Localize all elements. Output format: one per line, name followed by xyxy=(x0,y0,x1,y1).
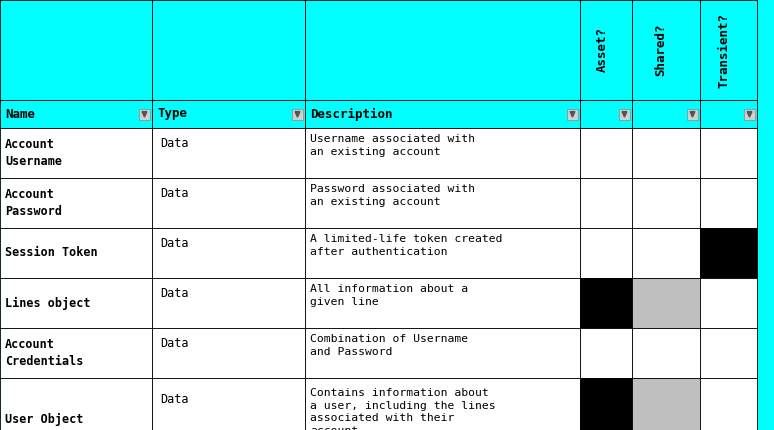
Bar xyxy=(305,178,580,228)
Bar xyxy=(152,228,305,278)
Text: Data: Data xyxy=(160,337,189,350)
Bar xyxy=(305,228,580,278)
Bar xyxy=(0,100,152,128)
Bar xyxy=(700,128,757,178)
Text: Name: Name xyxy=(5,108,35,120)
Bar xyxy=(700,228,757,278)
Text: Password associated with
an existing account: Password associated with an existing acc… xyxy=(310,184,475,207)
Bar xyxy=(0,178,152,228)
Text: Username associated with
an existing account: Username associated with an existing acc… xyxy=(310,134,475,157)
Bar xyxy=(152,278,305,328)
Bar xyxy=(632,0,700,100)
Polygon shape xyxy=(690,111,695,117)
Bar xyxy=(700,100,757,128)
Bar xyxy=(152,178,305,228)
Text: Data: Data xyxy=(160,187,189,200)
Bar xyxy=(152,128,305,178)
Text: Account
Credentials: Account Credentials xyxy=(5,338,84,368)
Text: Transient?: Transient? xyxy=(717,12,731,87)
Bar xyxy=(567,108,578,120)
Bar xyxy=(700,0,757,100)
Bar xyxy=(580,0,632,100)
Bar xyxy=(700,378,757,430)
Bar xyxy=(632,178,700,228)
Bar xyxy=(152,0,305,100)
Bar xyxy=(744,108,755,120)
Text: Shared?: Shared? xyxy=(654,24,667,76)
Bar xyxy=(580,128,632,178)
Bar xyxy=(580,378,632,430)
Bar xyxy=(700,328,757,378)
Text: Contains information about
a user, including the lines
associated with their
acc: Contains information about a user, inclu… xyxy=(310,388,495,430)
Bar xyxy=(632,278,700,328)
Bar xyxy=(305,378,580,430)
Text: Data: Data xyxy=(160,287,189,300)
Bar xyxy=(152,378,305,430)
Text: A limited-life token created
after authentication: A limited-life token created after authe… xyxy=(310,234,502,257)
Bar xyxy=(580,178,632,228)
Text: All information about a
given line: All information about a given line xyxy=(310,284,468,307)
Bar xyxy=(632,378,700,430)
Bar xyxy=(632,128,700,178)
Bar xyxy=(0,0,152,100)
Polygon shape xyxy=(570,111,575,117)
Text: Description: Description xyxy=(310,108,392,120)
Text: Data: Data xyxy=(160,137,189,150)
Bar xyxy=(0,278,152,328)
Bar xyxy=(687,108,698,120)
Text: User Object: User Object xyxy=(5,412,84,426)
Bar xyxy=(580,278,632,328)
Bar xyxy=(580,228,632,278)
Bar xyxy=(632,100,700,128)
Bar xyxy=(0,378,152,430)
Bar xyxy=(700,278,757,328)
Polygon shape xyxy=(295,111,300,117)
Text: Lines object: Lines object xyxy=(5,296,91,310)
Bar xyxy=(292,108,303,120)
Text: Data: Data xyxy=(160,393,189,406)
Bar xyxy=(305,328,580,378)
Text: Data: Data xyxy=(160,237,189,250)
Text: Session Token: Session Token xyxy=(5,246,98,259)
Polygon shape xyxy=(622,111,627,117)
Bar xyxy=(632,228,700,278)
Bar xyxy=(700,178,757,228)
Bar xyxy=(0,228,152,278)
Bar xyxy=(580,328,632,378)
Text: Account
Username: Account Username xyxy=(5,138,62,168)
Polygon shape xyxy=(142,111,147,117)
Bar xyxy=(139,108,150,120)
Bar xyxy=(632,328,700,378)
Bar xyxy=(619,108,630,120)
Bar xyxy=(305,128,580,178)
Bar xyxy=(152,100,305,128)
Bar xyxy=(152,328,305,378)
Text: Asset?: Asset? xyxy=(595,28,608,73)
Bar xyxy=(0,128,152,178)
Text: Account
Password: Account Password xyxy=(5,188,62,218)
Text: Combination of Username
and Password: Combination of Username and Password xyxy=(310,334,468,357)
Bar xyxy=(0,0,774,100)
Bar xyxy=(305,0,580,100)
Text: Type: Type xyxy=(157,108,187,120)
Bar xyxy=(305,278,580,328)
Polygon shape xyxy=(747,111,752,117)
Bar xyxy=(305,100,580,128)
Bar xyxy=(0,328,152,378)
Bar xyxy=(580,100,632,128)
